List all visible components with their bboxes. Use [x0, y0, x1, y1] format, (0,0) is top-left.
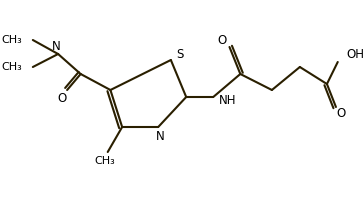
Text: S: S	[176, 48, 183, 61]
Text: NH: NH	[219, 93, 236, 106]
Text: O: O	[218, 33, 227, 46]
Text: O: O	[337, 107, 346, 120]
Text: CH₃: CH₃	[1, 35, 22, 45]
Text: OH: OH	[347, 48, 364, 61]
Text: N: N	[156, 130, 165, 143]
Text: CH₃: CH₃	[1, 62, 22, 72]
Text: N: N	[52, 40, 61, 53]
Text: O: O	[57, 92, 66, 105]
Text: CH₃: CH₃	[95, 155, 115, 165]
